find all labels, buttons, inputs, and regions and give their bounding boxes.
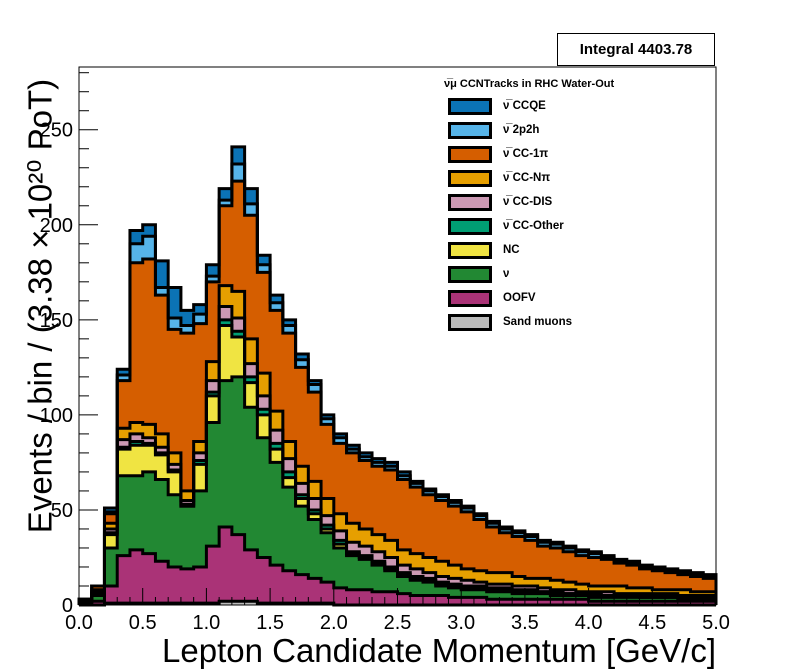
- legend-swatch: [448, 241, 492, 259]
- y-tick-label: 100: [40, 405, 73, 427]
- x-tick-label: 4.0: [575, 612, 603, 634]
- y-tick-label: 200: [40, 215, 73, 237]
- legend-label: ν: [503, 268, 510, 280]
- histogram-bands: [77, 145, 718, 607]
- x-tick-label: 3.5: [511, 612, 539, 634]
- legend-swatch: [448, 145, 492, 163]
- legend-item: ν̅ CCQE: [440, 94, 670, 118]
- legend-item: ν̅ CC-Other: [440, 214, 670, 238]
- x-tick-label: 2.5: [384, 612, 412, 634]
- x-tick-label: 2.0: [320, 612, 348, 634]
- legend-swatch: [448, 217, 492, 235]
- x-axis-title: Lepton Candidate Momentum [GeV/c]: [162, 632, 716, 669]
- y-tick-label: 50: [51, 500, 73, 522]
- legend-label: ν̅ CCQE: [503, 100, 546, 112]
- legend-label: ν̅ CC-DIS: [503, 196, 553, 208]
- y-tick-label: 250: [40, 120, 73, 142]
- legend-swatch: [448, 169, 492, 187]
- x-tick-label: 3.0: [447, 612, 475, 634]
- legend: ν̅μ CCNTracks in RHC Water-Out ν̅ CCQE ν̅…: [440, 74, 670, 334]
- x-tick-label: 0.0: [65, 612, 93, 634]
- legend-item: ν̅ CC-DIS: [440, 190, 670, 214]
- y-tick-label: 0: [62, 595, 73, 617]
- legend-items: ν̅ CCQE ν̅ 2p2h ν̅ CC-1π ν̅ CC-Nπ ν̅ CC-DIS ν…: [440, 94, 670, 334]
- legend-label: ν̅ CC-1π: [503, 148, 549, 160]
- y-axis-title: Events / bin / (3.38 × 10²⁰ PoT): [21, 78, 59, 534]
- legend-swatch: [448, 97, 492, 115]
- legend-swatch: [448, 193, 492, 211]
- legend-item: NC: [440, 238, 670, 262]
- x-tick-label: 1.0: [192, 612, 220, 634]
- legend-item: ν: [440, 262, 670, 286]
- legend-item: ν̅ CC-1π: [440, 142, 670, 166]
- legend-swatch: [448, 265, 492, 283]
- integral-text: Integral 4403.78: [579, 41, 693, 58]
- axes: 0.0 0.5 1.0 1.5 2.0 2.5 3.0 3.5 4.0 4.5 5.0 0 50 100 1…: [40, 66, 730, 634]
- legend-label: OOFV: [503, 292, 536, 304]
- band-outline: [77, 525, 718, 605]
- band-outline: [77, 305, 718, 605]
- x-tick-label: 5.0: [702, 612, 730, 634]
- legend-item: ν̅ CC-Nπ: [440, 166, 670, 190]
- legend-label: ν̅ CC-Nπ: [503, 172, 551, 184]
- legend-label: Sand muons: [503, 316, 573, 328]
- legend-swatch: [448, 289, 492, 307]
- legend-swatch: [448, 121, 492, 139]
- x-tick-label: 0.5: [129, 612, 157, 634]
- legend-label: ν̅ 2p2h: [503, 124, 540, 136]
- integral-stat-box: Integral 4403.78: [557, 33, 715, 66]
- band-1: [79, 527, 716, 605]
- band-outline: [77, 145, 718, 605]
- legend-label: NC: [503, 244, 520, 256]
- x-tick-label: 4.5: [638, 612, 666, 634]
- legend-title: ν̅μ CCNTracks in RHC Water-Out: [444, 78, 615, 90]
- legend-label: ν̅ CC-Other: [503, 220, 564, 232]
- y-tick-label: 150: [40, 310, 73, 332]
- x-tick-label: 1.5: [256, 612, 284, 634]
- legend-item: ν̅ 2p2h: [440, 118, 670, 142]
- legend-item: OOFV: [440, 286, 670, 310]
- legend-item: Sand muons: [440, 310, 670, 334]
- band-outline: [77, 284, 718, 605]
- legend-swatch: [448, 313, 492, 331]
